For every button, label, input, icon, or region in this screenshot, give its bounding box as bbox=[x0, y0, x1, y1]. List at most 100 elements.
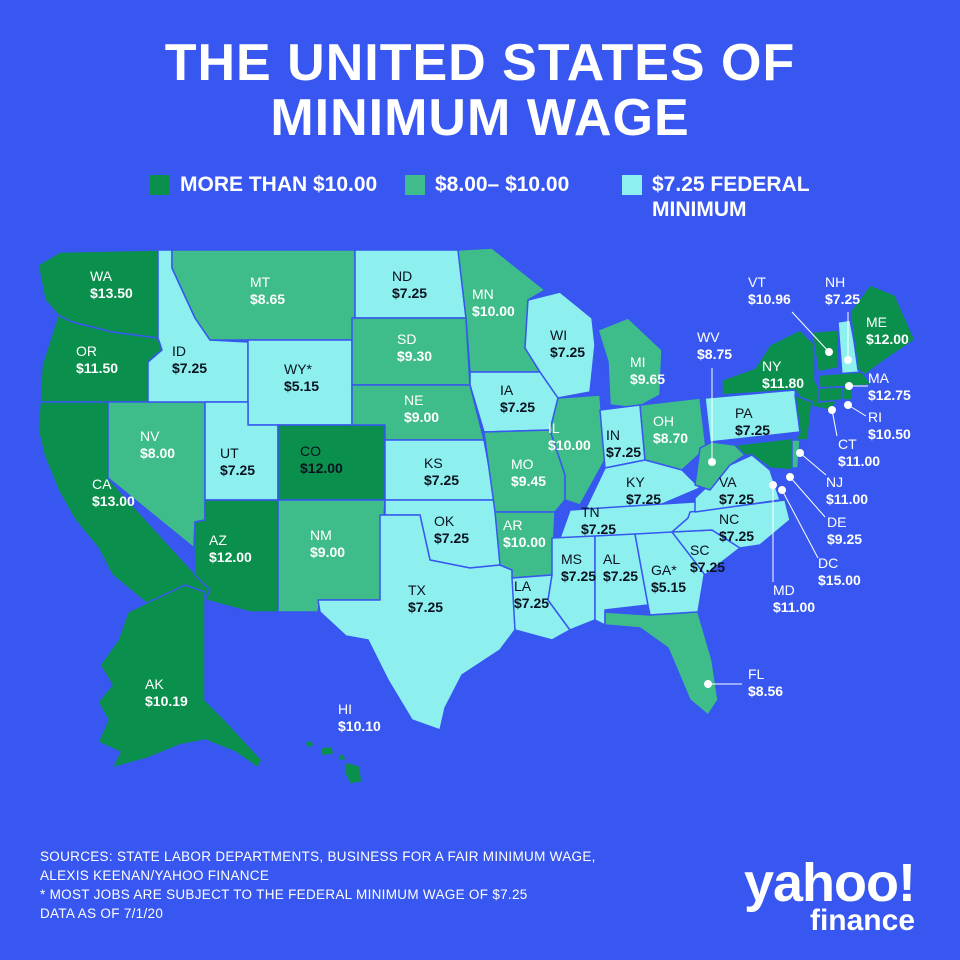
page-title-line-2: MINIMUM WAGE bbox=[270, 89, 690, 147]
label-UT-value: $7.25 bbox=[220, 462, 256, 478]
label-AR-value: $10.00 bbox=[503, 534, 546, 550]
legend-label-mid: $8.00– $10.00 bbox=[435, 173, 570, 196]
page-title-line-1: THE UNITED STATES OF bbox=[164, 34, 796, 92]
leader-CT bbox=[831, 409, 838, 437]
label-PA-abbr: PA bbox=[735, 405, 753, 421]
label-ME: ME $12.00 bbox=[866, 314, 909, 348]
label-NH-abbr: NH bbox=[825, 274, 846, 290]
label-RI: RI $10.50 bbox=[868, 409, 911, 443]
legend-item-high: MORE THAN $10.00 bbox=[150, 172, 377, 197]
label-IA-abbr: IA bbox=[500, 382, 514, 398]
label-WY: WY* $5.15 bbox=[284, 361, 319, 395]
label-MT-abbr: MT bbox=[250, 274, 271, 290]
state-FL bbox=[604, 611, 719, 716]
label-AZ-abbr: AZ bbox=[209, 532, 227, 548]
sources-line-2: ALEXIS KEENAN/YAHOO FINANCE bbox=[40, 868, 270, 883]
sources-line-1: SOURCES: STATE LABOR DEPARTMENTS, BUSINE… bbox=[40, 849, 596, 864]
leader-dot-NJ bbox=[796, 449, 804, 457]
label-NM-value: $9.00 bbox=[310, 544, 346, 560]
logo-yahoo: yahoo! bbox=[743, 853, 916, 913]
label-AK: AK $10.19 bbox=[145, 676, 188, 710]
leader-dot-DC bbox=[778, 486, 786, 494]
label-WA: WA $13.50 bbox=[90, 268, 133, 302]
label-OR: OR $11.50 bbox=[76, 343, 118, 377]
leader-dot-FL bbox=[704, 680, 712, 688]
label-CA: CA $13.00 bbox=[92, 476, 135, 510]
leader-dot-DE bbox=[786, 473, 794, 481]
label-MD-abbr: MD bbox=[773, 582, 795, 598]
label-NM-abbr: NM bbox=[310, 527, 332, 543]
state-IL bbox=[549, 394, 606, 506]
sources-note: SOURCES: STATE LABOR DEPARTMENTS, BUSINE… bbox=[40, 847, 596, 923]
leader-DC bbox=[781, 489, 819, 559]
label-KS-abbr: KS bbox=[424, 455, 443, 471]
label-WY-abbr: WY* bbox=[284, 361, 312, 377]
label-IA: IA $7.25 bbox=[500, 382, 535, 416]
label-LA: LA $7.25 bbox=[514, 578, 549, 612]
legend-item-federal: $7.25 FEDERAL MINIMUM bbox=[622, 172, 810, 222]
label-TX: TX $7.25 bbox=[408, 582, 443, 616]
label-ID-value: $7.25 bbox=[172, 360, 208, 376]
label-WY-value: $5.15 bbox=[284, 378, 320, 394]
label-NJ: NJ $11.00 bbox=[826, 474, 868, 508]
label-OK: OK $7.25 bbox=[434, 513, 469, 547]
label-TN-abbr: TN bbox=[581, 504, 600, 520]
label-MA: MA $12.75 bbox=[868, 370, 911, 404]
state-NJ bbox=[794, 394, 813, 441]
label-ME-value: $12.00 bbox=[866, 331, 909, 347]
label-AR: AR $10.00 bbox=[503, 517, 546, 551]
label-NM: NM $9.00 bbox=[310, 527, 345, 561]
sources-line-3: * MOST JOBS ARE SUBJECT TO THE FEDERAL M… bbox=[40, 887, 528, 902]
state-WI bbox=[524, 291, 596, 399]
label-ID-abbr: ID bbox=[172, 343, 186, 359]
label-WA-value: $13.50 bbox=[90, 285, 133, 301]
label-MO: MO $9.45 bbox=[511, 456, 546, 490]
state-VT bbox=[811, 329, 839, 373]
label-MO-value: $9.45 bbox=[511, 473, 547, 489]
label-KY: KY $7.25 bbox=[626, 474, 661, 508]
label-MI-value: $9.65 bbox=[630, 371, 666, 387]
label-DC: DC $15.00 bbox=[818, 555, 861, 589]
label-SD-value: $9.30 bbox=[397, 348, 433, 364]
label-OR-abbr: OR bbox=[76, 343, 97, 359]
label-DE-value: $9.25 bbox=[827, 531, 863, 547]
label-AR-abbr: AR bbox=[503, 517, 523, 533]
label-AL-value: $7.25 bbox=[603, 568, 639, 584]
label-PA-value: $7.25 bbox=[735, 422, 771, 438]
state-CA bbox=[37, 401, 211, 615]
state-DE bbox=[791, 439, 801, 469]
label-MS-value: $7.25 bbox=[561, 568, 597, 584]
label-KS-value: $7.25 bbox=[424, 472, 460, 488]
state-CT bbox=[817, 386, 843, 403]
label-NV-abbr: NV bbox=[140, 428, 160, 444]
label-CO-abbr: CO bbox=[300, 443, 321, 459]
leader-DE bbox=[789, 476, 826, 518]
leader-VT bbox=[791, 311, 830, 353]
label-CO: CO $12.00 bbox=[300, 443, 343, 477]
legend-label-high: MORE THAN $10.00 bbox=[180, 173, 378, 196]
legend-label-federal: $7.25 FEDERAL MINIMUM bbox=[652, 173, 810, 221]
state-OH bbox=[639, 397, 707, 471]
label-WV-value: $8.75 bbox=[697, 346, 733, 362]
leader-dot-MA bbox=[845, 382, 853, 390]
label-ND-abbr: ND bbox=[392, 268, 413, 284]
label-MA-value: $12.75 bbox=[868, 387, 911, 403]
label-AL-abbr: AL bbox=[603, 551, 621, 567]
label-IA-value: $7.25 bbox=[500, 399, 536, 415]
label-LA-value: $7.25 bbox=[514, 595, 550, 611]
label-GA: GA* $5.15 bbox=[651, 562, 686, 596]
label-CT-value: $11.00 bbox=[838, 453, 881, 469]
label-IL: IL $10.00 bbox=[548, 420, 591, 454]
label-NE-abbr: NE bbox=[404, 392, 424, 408]
label-NC-value: $7.25 bbox=[719, 528, 755, 544]
label-VT-value: $10.96 bbox=[748, 291, 791, 307]
label-HI: HI $10.10 bbox=[338, 701, 381, 735]
label-CA-value: $13.00 bbox=[92, 493, 135, 509]
label-FL-abbr: FL bbox=[748, 666, 765, 682]
label-DC-value: $15.00 bbox=[818, 572, 861, 588]
label-OH: OH $8.70 bbox=[653, 413, 688, 447]
legend-swatch-high bbox=[150, 175, 170, 195]
label-SC-abbr: SC bbox=[690, 542, 710, 558]
label-NJ-value: $11.00 bbox=[826, 491, 869, 507]
leader-dot-MD bbox=[769, 481, 777, 489]
